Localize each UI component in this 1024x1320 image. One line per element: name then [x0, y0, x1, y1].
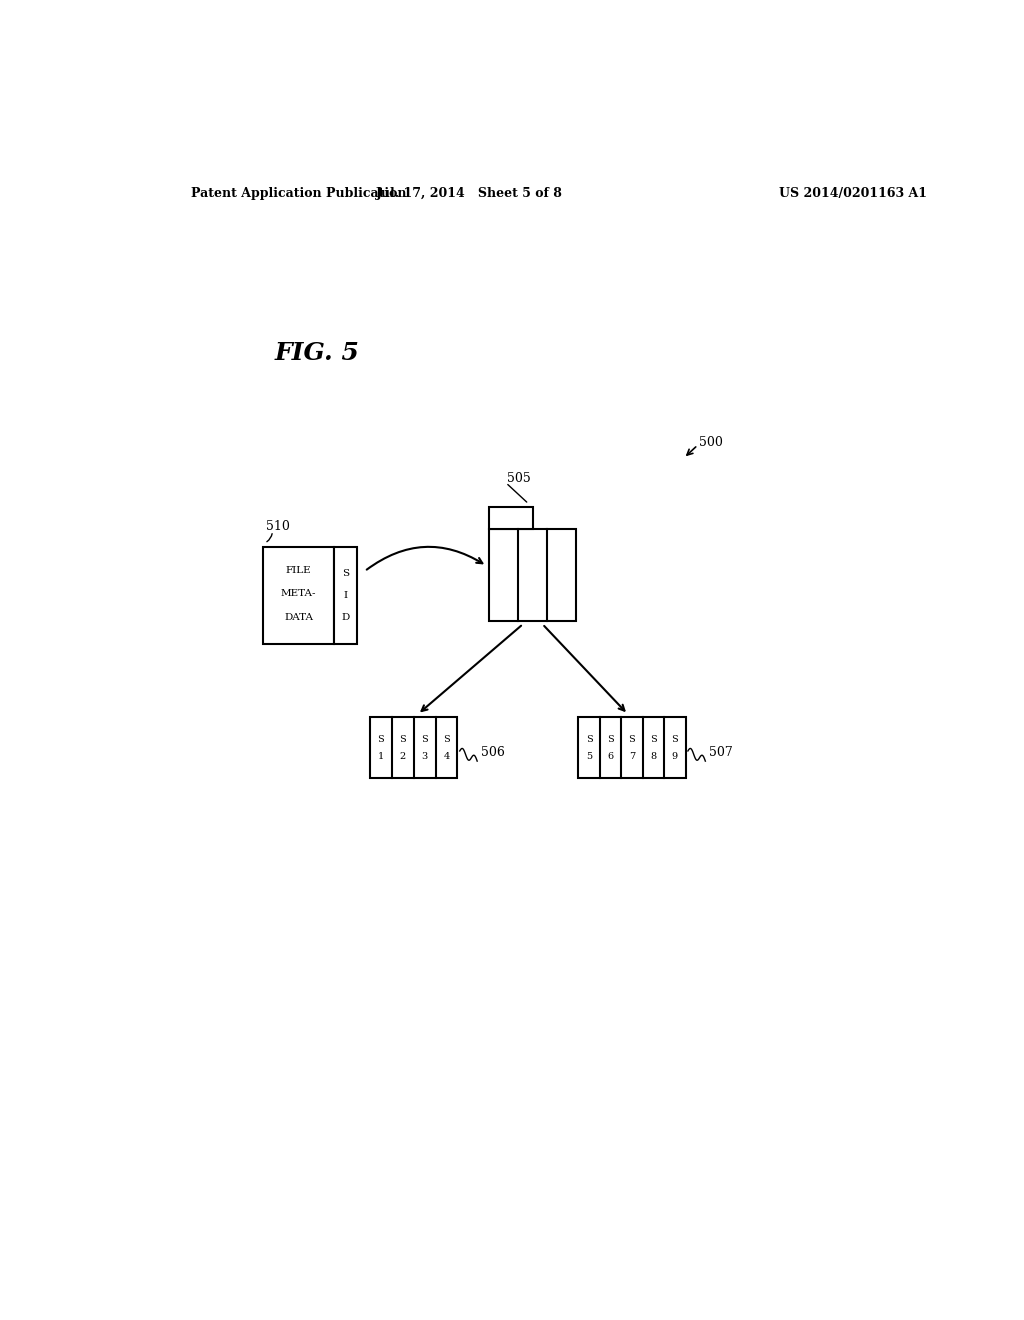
Text: 510: 510: [266, 520, 290, 533]
Text: Patent Application Publication: Patent Application Publication: [191, 187, 407, 199]
Text: 5: 5: [586, 752, 592, 760]
Text: 3: 3: [422, 752, 428, 760]
Bar: [370, 718, 458, 779]
Text: I: I: [343, 591, 347, 601]
Text: S: S: [650, 735, 656, 744]
Text: D: D: [341, 614, 349, 622]
Bar: [489, 529, 577, 620]
Text: 2: 2: [399, 752, 406, 760]
Text: 9: 9: [672, 752, 678, 760]
Text: 506: 506: [481, 747, 505, 759]
Text: 1: 1: [378, 752, 384, 760]
Text: FIG. 5: FIG. 5: [274, 342, 359, 366]
Bar: [489, 507, 532, 529]
Text: S: S: [672, 735, 678, 744]
Text: 505: 505: [507, 473, 531, 484]
Text: S: S: [421, 735, 428, 744]
Text: US 2014/0201163 A1: US 2014/0201163 A1: [778, 187, 927, 199]
Text: DATA: DATA: [284, 614, 313, 622]
Text: 7: 7: [629, 752, 635, 760]
Bar: [263, 548, 334, 644]
Text: S: S: [399, 735, 407, 744]
Text: 4: 4: [443, 752, 450, 760]
Text: S: S: [629, 735, 635, 744]
Text: S: S: [342, 569, 349, 578]
Text: 507: 507: [710, 747, 733, 759]
Bar: [334, 548, 356, 644]
Text: S: S: [586, 735, 593, 744]
Text: 8: 8: [650, 752, 656, 760]
Text: S: S: [378, 735, 384, 744]
Text: 500: 500: [699, 437, 723, 450]
Text: 6: 6: [607, 752, 613, 760]
Text: Jul. 17, 2014   Sheet 5 of 8: Jul. 17, 2014 Sheet 5 of 8: [376, 187, 562, 199]
Text: FILE: FILE: [286, 565, 311, 574]
Text: META-: META-: [281, 589, 316, 598]
Text: S: S: [443, 735, 450, 744]
Bar: [579, 718, 685, 779]
Text: S: S: [607, 735, 613, 744]
